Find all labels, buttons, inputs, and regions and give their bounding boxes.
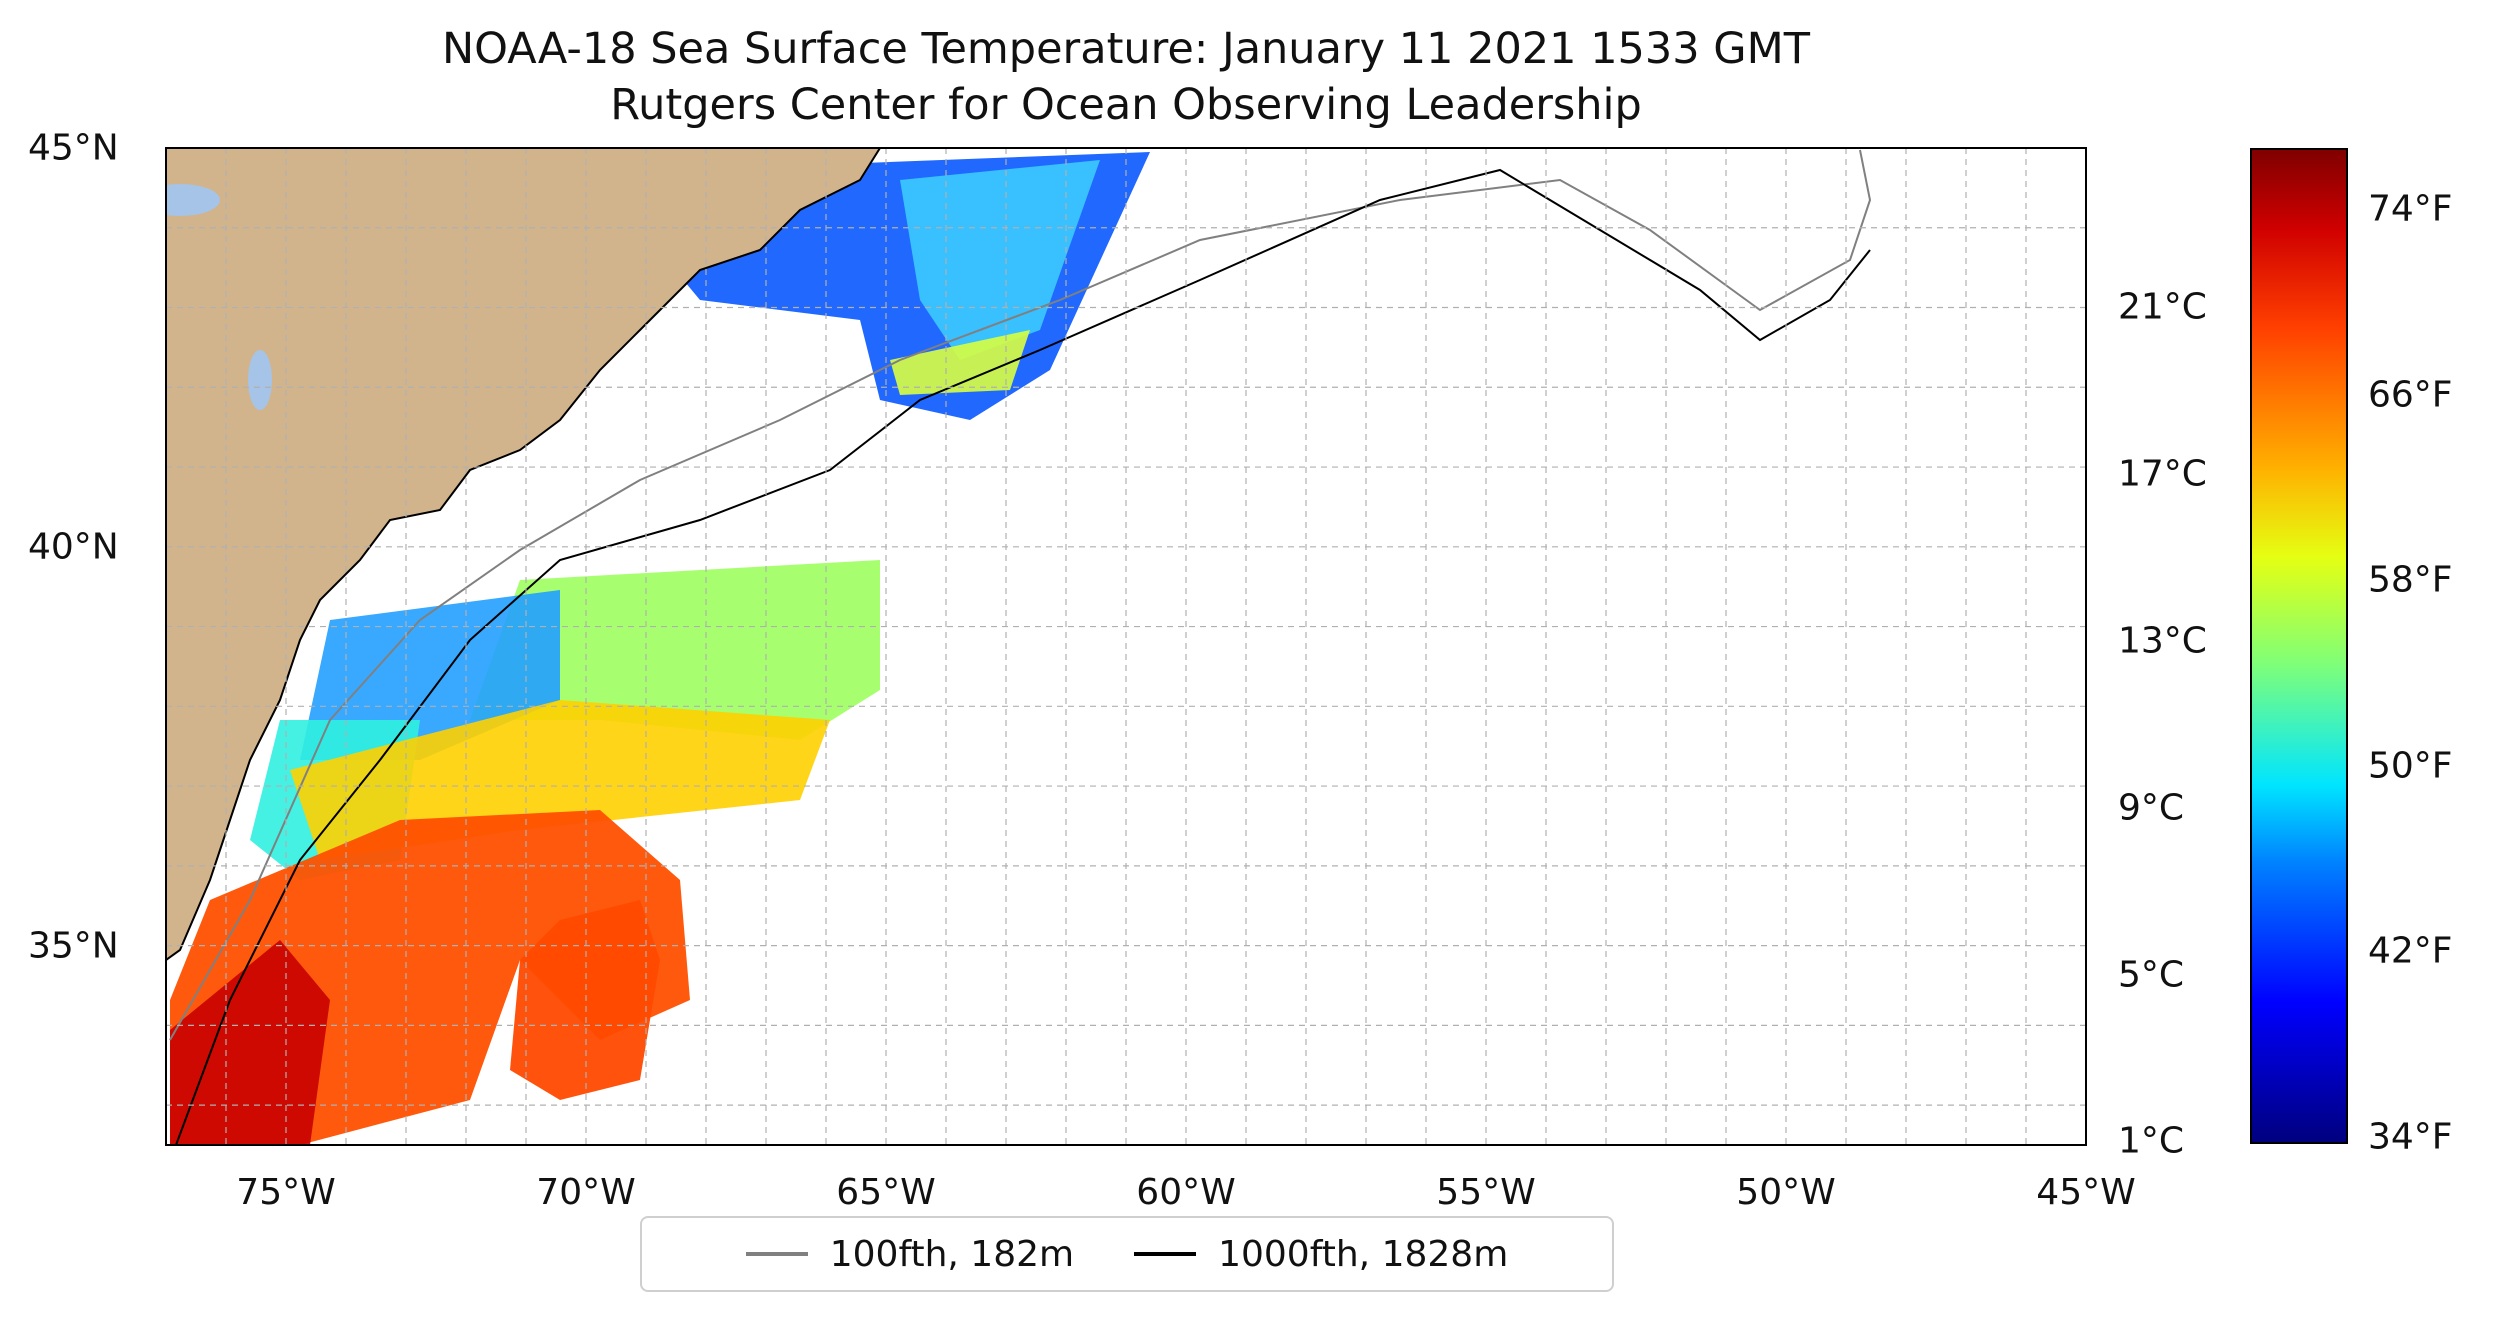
- colorbar-celsius-tick: 9°C: [2118, 787, 2185, 829]
- x-tick-label: 55°W: [1436, 1172, 1536, 1213]
- legend-label-1000fth: 1000fth, 1828m: [1218, 1233, 1509, 1275]
- land-north-america: [166, 148, 882, 962]
- x-tick-label: 50°W: [1736, 1172, 1836, 1213]
- gridlines: [166, 148, 2086, 1145]
- colorbar-celsius-tick: 1°C: [2118, 1120, 2185, 1162]
- colorbar-celsius-tick: 13°C: [2118, 620, 2207, 662]
- y-tick-label: 35°N: [28, 925, 119, 967]
- colorbar-fahrenheit-tick: 50°F: [2368, 745, 2453, 787]
- legend-swatch-100fth: [745, 1252, 808, 1256]
- sst-swath-slope-water: [470, 560, 880, 740]
- y-tick-label: 40°N: [28, 526, 119, 568]
- title-line-2: Rutgers Center for Ocean Observing Leade…: [610, 80, 1642, 130]
- lake-champlain: [248, 350, 272, 410]
- colorbar-celsius-tick: 5°C: [2118, 954, 2185, 996]
- x-tick-label: 75°W: [236, 1172, 336, 1213]
- sst-swath-gulf-of-maine-warm: [900, 160, 1100, 360]
- legend-item-1000fth: 1000fth, 1828m: [1134, 1234, 1508, 1275]
- colorbar: [2250, 148, 2348, 1144]
- x-tick-label: 65°W: [836, 1172, 936, 1213]
- x-tick-label: 70°W: [536, 1172, 636, 1213]
- colorbar-fahrenheit-tick: 74°F: [2368, 188, 2453, 230]
- legend-item-100fth: 100fth, 182m: [745, 1233, 1075, 1275]
- colorbar-fahrenheit-tick: 66°F: [2368, 374, 2453, 416]
- x-tick-label: 60°W: [1136, 1172, 1236, 1213]
- map-frame: [165, 147, 2087, 1146]
- colorbar-fahrenheit-tick: 58°F: [2368, 559, 2453, 601]
- colorbar-fahrenheit-tick: 42°F: [2368, 930, 2453, 972]
- colorbar-celsius-tick: 21°C: [2118, 286, 2207, 328]
- isobath-100fth: [169, 149, 1872, 1041]
- colorbar-fahrenheit-tick: 34°F: [2368, 1116, 2453, 1158]
- y-tick-label: 45°N: [28, 127, 119, 169]
- sst-swath-shelf-break: [890, 330, 1030, 395]
- colorbar-celsius-tick: 17°C: [2118, 453, 2207, 495]
- legend: 100fth, 182m 1000fth, 1828m: [640, 1216, 1614, 1292]
- legend-swatch-1000fth: [1134, 1252, 1197, 1256]
- sst-swath-gulf-stream-core: [170, 940, 330, 1145]
- sst-swath-sargasso: [510, 900, 660, 1100]
- title-line-1: NOAA-18 Sea Surface Temperature: January…: [442, 24, 1810, 74]
- legend-label-100fth: 100fth, 182m: [829, 1233, 1075, 1275]
- x-tick-label: 45°W: [2036, 1172, 2136, 1213]
- isobath-1000fth: [175, 168, 1871, 1145]
- lake-ontario: [166, 184, 220, 216]
